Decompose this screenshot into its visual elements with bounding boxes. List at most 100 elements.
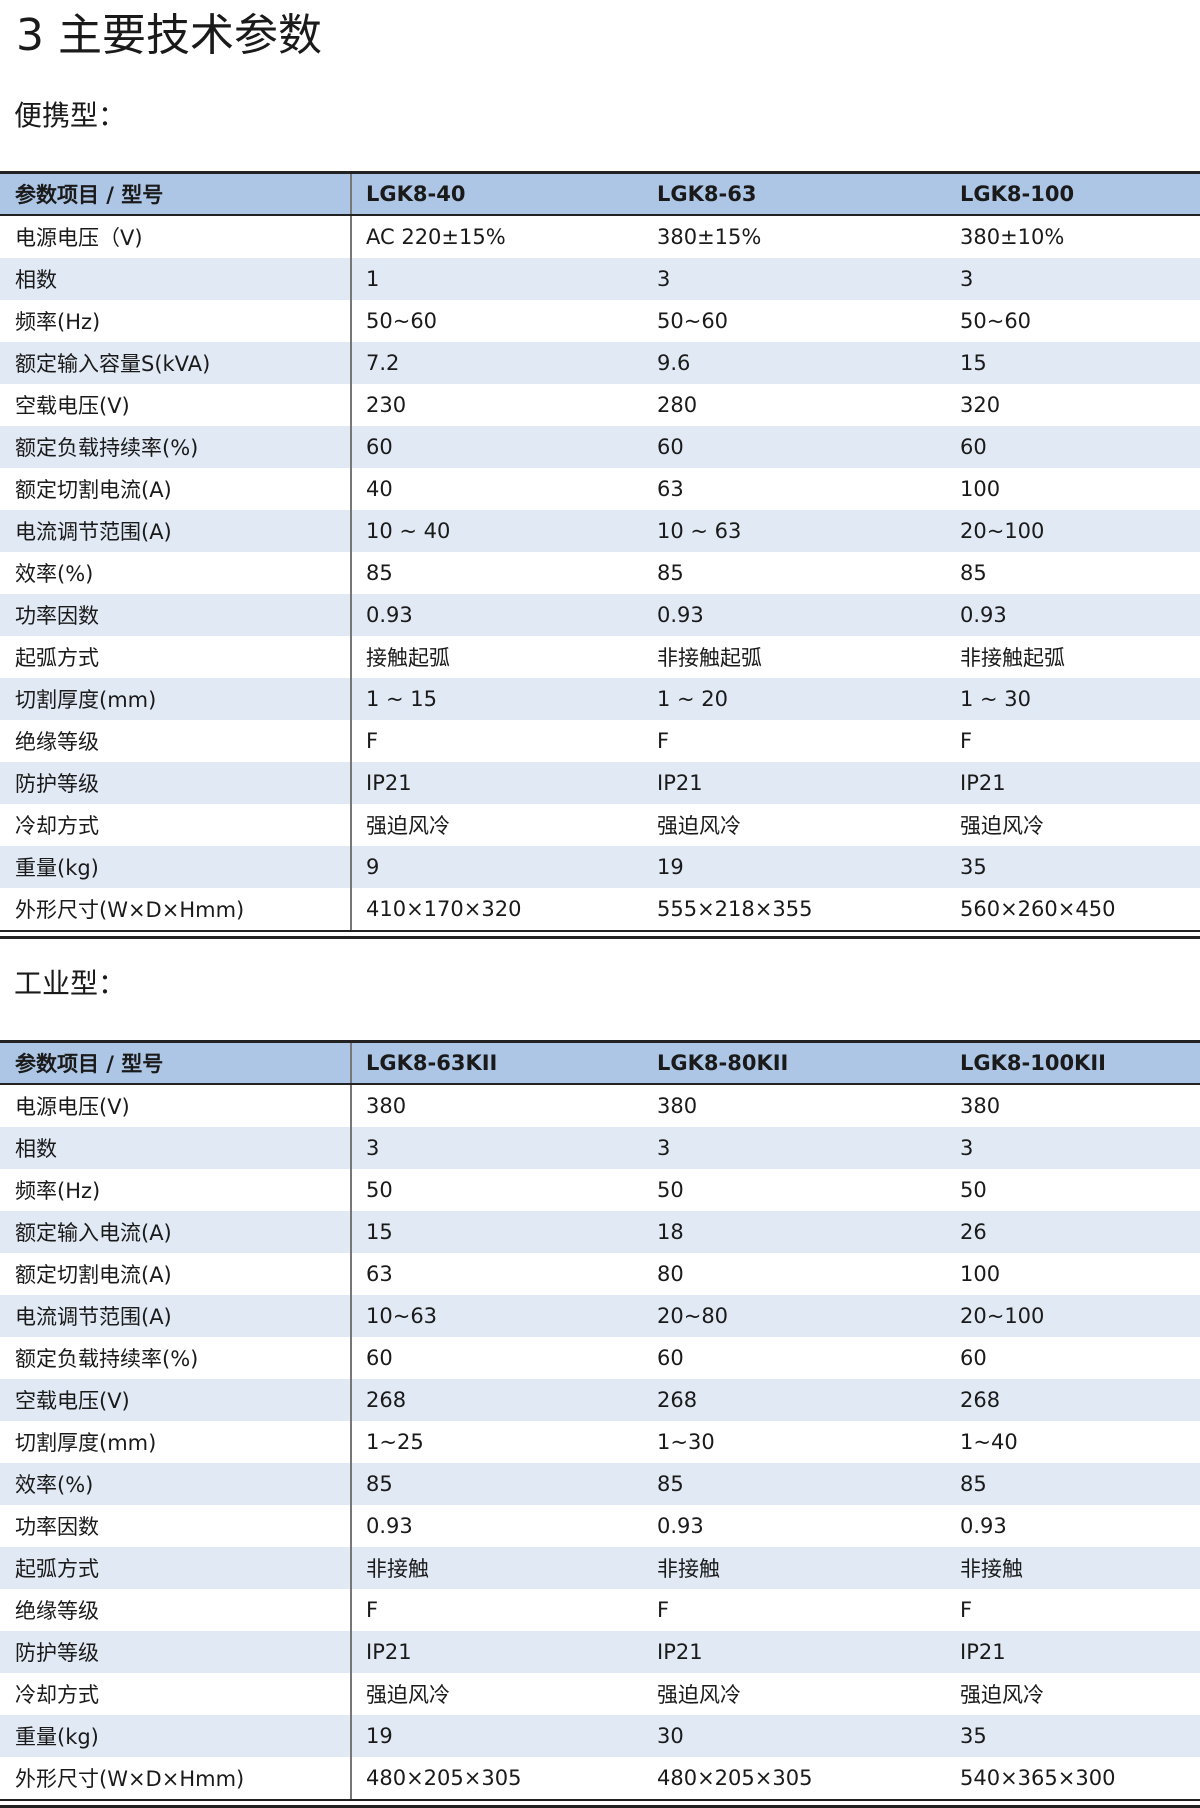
param-value: 非接触 xyxy=(960,1557,1023,1581)
param-value: IP21 xyxy=(366,771,412,795)
param-label: 额定输入电流(A) xyxy=(0,1211,352,1253)
param-value: 50 xyxy=(366,1178,393,1202)
param-value: 280 xyxy=(657,393,698,417)
param-value: 60 xyxy=(366,1346,393,1370)
param-value: 10 ~ 63 xyxy=(657,519,742,543)
table-row: 效率(%) 85 85 85 xyxy=(0,1463,1200,1505)
table-row: 空载电压(V) 230 280 320 xyxy=(0,384,1200,426)
param-value: IP21 xyxy=(960,1640,1006,1664)
param-label: 电流调节范围(A) xyxy=(0,1295,352,1337)
param-value: IP21 xyxy=(657,771,703,795)
table-row: 重量(kg) 19 30 35 xyxy=(0,1715,1200,1757)
param-value: 3 xyxy=(366,1136,380,1160)
param-value: 20~100 xyxy=(960,1304,1045,1328)
param-label: 效率(%) xyxy=(0,1463,352,1505)
param-value: 380±10% xyxy=(960,225,1065,249)
param-value: 1 ~ 20 xyxy=(657,687,729,711)
param-value: 10~63 xyxy=(366,1304,438,1328)
param-value: 85 xyxy=(960,561,987,585)
param-label: 额定切割电流(A) xyxy=(0,468,352,510)
param-value: 0.93 xyxy=(366,1514,413,1538)
param-value: 15 xyxy=(960,351,987,375)
table-row: 效率(%) 85 85 85 xyxy=(0,552,1200,594)
param-value: 18 xyxy=(657,1220,684,1244)
param-value: 30 xyxy=(657,1724,684,1748)
param-value: 540×365×300 xyxy=(960,1766,1116,1790)
param-value: LGK8-100 xyxy=(960,182,1075,206)
section-heading-portable: 便携型： xyxy=(14,99,127,132)
table-row: 防护等级 IP21 IP21 IP21 xyxy=(0,762,1200,804)
param-value: 63 xyxy=(366,1262,393,1286)
param-value: 60 xyxy=(657,1346,684,1370)
param-value: 强迫风冷 xyxy=(657,814,741,838)
param-label: 防护等级 xyxy=(0,1631,352,1673)
table-row: 重量(kg) 9 19 35 xyxy=(0,846,1200,888)
param-value: 80 xyxy=(657,1262,684,1286)
param-value: 480×205×305 xyxy=(657,1766,813,1790)
param-label: 防护等级 xyxy=(0,762,352,804)
param-value: 1~25 xyxy=(366,1430,424,1454)
param-value: IP21 xyxy=(657,1640,703,1664)
spec-table-industrial: 参数项目 / 型号 LGK8-63KII LGK8-80KII LGK8-100KII… xyxy=(0,1040,1200,1808)
param-label: 参数项目 / 型号 xyxy=(0,174,352,214)
param-value: 85 xyxy=(960,1472,987,1496)
param-value: 60 xyxy=(960,1346,987,1370)
param-label: 频率(Hz) xyxy=(0,300,352,342)
param-value: 60 xyxy=(657,435,684,459)
param-value: 3 xyxy=(657,267,671,291)
param-value: 非接触 xyxy=(657,1557,720,1581)
param-value: 85 xyxy=(366,561,393,585)
param-value: 非接触起弧 xyxy=(657,646,762,670)
param-value: 9.6 xyxy=(657,351,691,375)
param-label: 电源电压（V) xyxy=(0,216,352,258)
param-value: 强迫风冷 xyxy=(960,1683,1044,1707)
param-value: 接触起弧 xyxy=(366,646,450,670)
table-row: 功率因数 0.93 0.93 0.93 xyxy=(0,1505,1200,1547)
table-row: 功率因数 0.93 0.93 0.93 xyxy=(0,594,1200,636)
table-row: 冷却方式 强迫风冷 强迫风冷 强迫风冷 xyxy=(0,804,1200,846)
param-value: IP21 xyxy=(960,771,1006,795)
param-label: 绝缘等级 xyxy=(0,1589,352,1631)
param-value: 380±15% xyxy=(657,225,762,249)
param-value: 10 ~ 40 xyxy=(366,519,451,543)
param-value: 强迫风冷 xyxy=(366,814,450,838)
param-value: 1~40 xyxy=(960,1430,1018,1454)
param-label: 空载电压(V) xyxy=(0,384,352,426)
param-value: 1 ~ 30 xyxy=(960,687,1032,711)
table-row: 防护等级 IP21 IP21 IP21 xyxy=(0,1631,1200,1673)
table-row: 相数 1 3 3 xyxy=(0,258,1200,300)
param-value: LGK8-63 xyxy=(657,182,757,206)
param-value: 35 xyxy=(960,855,987,879)
param-label: 起弧方式 xyxy=(0,636,352,678)
param-label: 相数 xyxy=(0,258,352,300)
table-row: 绝缘等级 F F F xyxy=(0,1589,1200,1631)
param-value: 50~60 xyxy=(657,309,729,333)
table-row: 额定输入容量S(kVA) 7.2 9.6 15 xyxy=(0,342,1200,384)
param-value: 20~80 xyxy=(657,1304,729,1328)
table-row: 空载电压(V) 268 268 268 xyxy=(0,1379,1200,1421)
table-row: 切割厚度(mm) 1 ~ 15 1 ~ 20 1 ~ 30 xyxy=(0,678,1200,720)
param-value: 50 xyxy=(960,1178,987,1202)
param-value: 3 xyxy=(960,1136,974,1160)
param-value: 480×205×305 xyxy=(366,1766,522,1790)
param-label: 重量(kg) xyxy=(0,1715,352,1757)
table-header: 参数项目 / 型号 LGK8-63KII LGK8-80KII LGK8-100KII xyxy=(0,1043,1200,1085)
table-header: 参数项目 / 型号 LGK8-40 LGK8-63 LGK8-100 xyxy=(0,174,1200,216)
param-value: 1~30 xyxy=(657,1430,715,1454)
param-value: LGK8-100KII xyxy=(960,1051,1106,1075)
param-label: 重量(kg) xyxy=(0,846,352,888)
param-value: 1 ~ 15 xyxy=(366,687,438,711)
param-value: 380 xyxy=(657,1094,698,1118)
param-value: F xyxy=(657,729,670,753)
table-row: 电源电压（V) AC 220±15% 380±15% 380±10% xyxy=(0,216,1200,258)
param-label: 额定负载持续率(%) xyxy=(0,426,352,468)
param-value: 60 xyxy=(960,435,987,459)
param-value: 强迫风冷 xyxy=(960,814,1044,838)
table-row: 额定切割电流(A) 63 80 100 xyxy=(0,1253,1200,1295)
param-value: LGK8-63KII xyxy=(366,1051,498,1075)
param-label: 频率(Hz) xyxy=(0,1169,352,1211)
param-value: LGK8-80KII xyxy=(657,1051,789,1075)
param-value: 320 xyxy=(960,393,1001,417)
table-row: 绝缘等级 F F F xyxy=(0,720,1200,762)
param-label: 冷却方式 xyxy=(0,1673,352,1715)
